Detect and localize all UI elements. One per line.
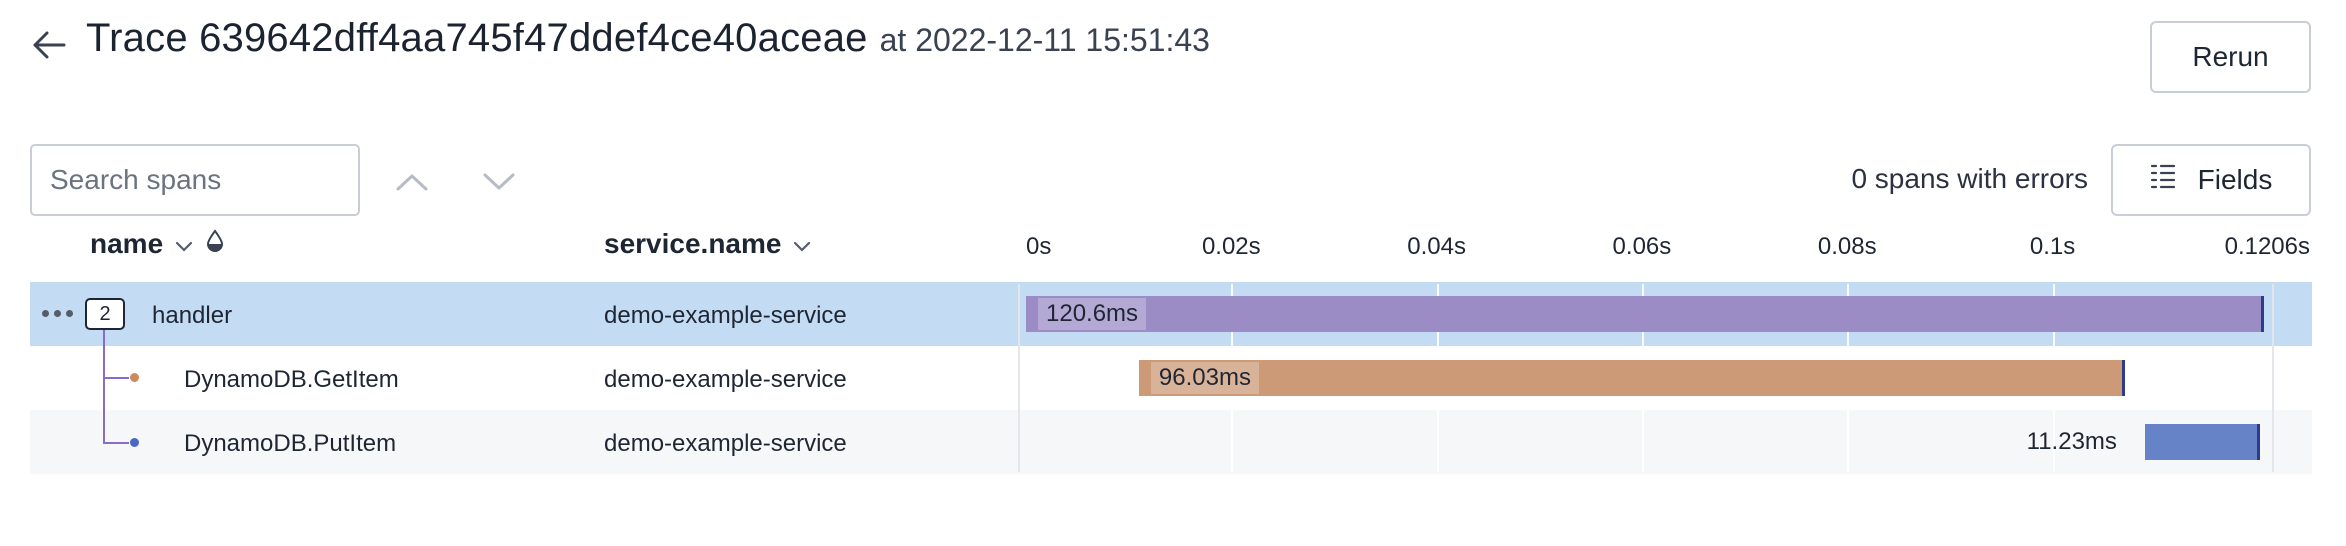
timeline-tick-label: 0.02s xyxy=(1201,233,1261,260)
name-column-header[interactable]: name xyxy=(90,228,225,260)
span-row-putitem[interactable]: DynamoDB.PutItem demo-example-service xyxy=(30,410,2312,474)
trace-timestamp: at 2022-12-11 15:51:43 xyxy=(879,22,1210,58)
span-duration-label: 11.23ms xyxy=(2026,428,2117,455)
search-spans-input[interactable] xyxy=(30,144,360,216)
timeline-tick-label: 0s xyxy=(1026,233,1052,260)
name-column-label: name xyxy=(90,228,164,259)
more-options-icon[interactable] xyxy=(42,310,73,317)
drop-icon[interactable] xyxy=(205,228,225,260)
span-color-dot xyxy=(130,373,139,382)
span-name-label: handler xyxy=(152,302,233,329)
span-color-dot xyxy=(130,438,139,447)
list-icon xyxy=(2150,163,2176,198)
timeline-tick-label: 0.04s xyxy=(1407,233,1466,260)
chevron-up-icon[interactable] xyxy=(390,160,434,204)
service-name-label: demo-example-service xyxy=(604,430,847,457)
tree-connector xyxy=(103,330,105,444)
span-bar[interactable] xyxy=(1026,296,2264,332)
service-column-label: service.name xyxy=(604,228,782,259)
child-count-badge[interactable]: 2 xyxy=(85,298,125,330)
chevron-down-icon[interactable] xyxy=(477,160,521,204)
span-name-label: DynamoDB.GetItem xyxy=(184,366,399,393)
span-name-label: DynamoDB.PutItem xyxy=(184,430,397,457)
timeline-gridline xyxy=(1018,284,1020,472)
timeline-tick-label: 0.1206s xyxy=(2224,233,2310,260)
service-name-label: demo-example-service xyxy=(604,366,847,393)
timeline-gridline xyxy=(2272,284,2274,472)
sort-chevron-icon[interactable] xyxy=(175,228,193,260)
span-bar[interactable] xyxy=(1138,360,2125,396)
back-arrow-icon[interactable] xyxy=(30,26,68,64)
span-duration-label: 120.6ms xyxy=(1038,298,1147,330)
trace-title: Trace 639642dff4aa745f47ddef4ce40aceae xyxy=(86,16,868,60)
fields-button[interactable]: Fields xyxy=(2111,144,2311,216)
errors-count: 0 spans with errors xyxy=(1851,163,2088,194)
span-bar[interactable] xyxy=(2144,424,2261,460)
tree-connector xyxy=(103,377,129,379)
sort-chevron-icon[interactable] xyxy=(793,228,811,260)
span-duration-label: 96.03ms xyxy=(1150,362,1259,394)
timeline-tick-label: 0.08s xyxy=(1817,233,1877,260)
timeline-tick-label: 0.06s xyxy=(1612,233,1672,260)
timeline-tick-label: 0.1s xyxy=(2029,233,2076,260)
service-column-header[interactable]: service.name xyxy=(604,228,811,260)
rerun-button[interactable]: Rerun xyxy=(2150,21,2311,93)
page-title: Trace 639642dff4aa745f47ddef4ce40aceae a… xyxy=(86,16,1210,61)
service-name-label: demo-example-service xyxy=(604,302,847,329)
tree-connector xyxy=(103,442,129,444)
fields-label: Fields xyxy=(2197,164,2273,195)
